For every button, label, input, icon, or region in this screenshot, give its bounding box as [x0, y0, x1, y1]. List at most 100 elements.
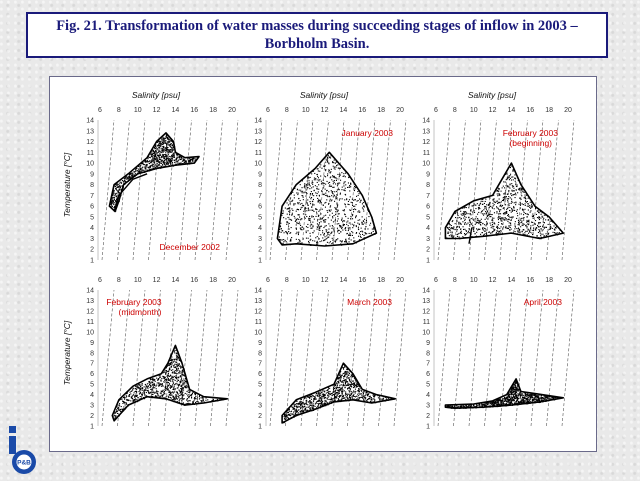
data-point	[451, 236, 452, 237]
data-point	[478, 209, 479, 210]
data-point	[194, 158, 195, 159]
data-point	[359, 193, 360, 194]
data-point	[167, 147, 168, 148]
data-point	[484, 224, 485, 225]
data-point	[160, 384, 161, 385]
data-point	[151, 160, 152, 161]
data-point	[325, 170, 326, 171]
data-point	[492, 231, 493, 232]
data-point	[315, 192, 316, 193]
data-point	[289, 229, 290, 230]
data-point	[340, 193, 341, 194]
data-point	[144, 167, 145, 168]
data-point	[482, 204, 483, 205]
data-point	[468, 231, 469, 232]
data-point	[151, 381, 152, 382]
data-point	[121, 406, 122, 407]
data-point	[154, 393, 155, 394]
data-point	[322, 218, 323, 219]
data-point	[145, 390, 146, 391]
data-point	[354, 391, 355, 392]
data-point	[329, 215, 330, 216]
data-point	[150, 389, 151, 390]
data-point	[550, 229, 551, 230]
data-point	[293, 409, 294, 410]
data-point	[477, 218, 478, 219]
data-point	[325, 215, 326, 216]
data-point	[119, 183, 120, 184]
data-point	[476, 216, 477, 217]
data-point	[191, 397, 192, 398]
data-point	[510, 217, 511, 218]
data-point	[316, 399, 317, 400]
data-point	[181, 375, 182, 376]
data-point	[339, 387, 340, 388]
data-point	[295, 412, 296, 413]
data-point	[170, 364, 171, 365]
data-point	[175, 350, 176, 351]
data-point	[476, 222, 477, 223]
data-point	[515, 197, 516, 198]
data-point	[523, 233, 524, 234]
data-point	[343, 210, 344, 211]
data-point	[346, 224, 347, 225]
data-point	[330, 394, 331, 395]
data-point	[366, 392, 367, 393]
data-point	[151, 156, 152, 157]
data-point	[358, 200, 359, 201]
data-point	[155, 154, 156, 155]
data-point	[322, 182, 323, 183]
data-point	[342, 218, 343, 219]
data-point	[170, 362, 171, 363]
data-point	[170, 149, 171, 150]
data-point	[348, 201, 349, 202]
data-point	[180, 388, 181, 389]
data-point	[338, 396, 339, 397]
data-point	[169, 392, 170, 393]
data-point	[163, 143, 164, 144]
data-point	[324, 233, 325, 234]
data-point	[325, 184, 326, 185]
data-point	[326, 231, 327, 232]
data-point	[135, 388, 136, 389]
data-point	[346, 381, 347, 382]
x-tick-label: 8	[453, 107, 457, 114]
data-point	[320, 218, 321, 219]
data-point	[356, 225, 357, 226]
data-point	[122, 403, 123, 404]
data-point	[353, 206, 354, 207]
data-point	[460, 228, 461, 229]
data-point	[325, 394, 326, 395]
data-point	[122, 399, 123, 400]
data-point	[121, 182, 122, 183]
data-point	[336, 194, 337, 195]
data-point	[499, 231, 500, 232]
data-point	[298, 232, 299, 233]
data-point	[528, 203, 529, 204]
data-point	[177, 359, 178, 360]
data-point	[168, 382, 169, 383]
data-point	[327, 175, 328, 176]
y-tick-label: 14	[254, 288, 262, 295]
data-point	[486, 224, 487, 225]
data-point	[513, 190, 514, 191]
data-point	[345, 173, 346, 174]
data-point	[159, 158, 160, 159]
data-point	[522, 203, 523, 204]
data-point	[114, 197, 115, 198]
data-point	[279, 237, 280, 238]
data-point	[321, 168, 322, 169]
data-point	[349, 380, 350, 381]
data-point	[336, 209, 337, 210]
data-point	[335, 393, 336, 394]
data-point	[499, 189, 500, 190]
data-point	[351, 391, 352, 392]
data-point	[167, 387, 168, 388]
data-point	[165, 140, 166, 141]
data-point	[486, 217, 487, 218]
data-point	[332, 213, 333, 214]
data-point	[508, 216, 509, 217]
data-point	[484, 213, 485, 214]
data-point	[349, 204, 350, 205]
data-point	[317, 188, 318, 189]
